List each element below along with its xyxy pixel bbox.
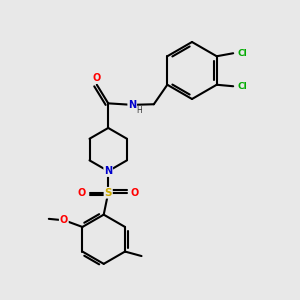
- Text: O: O: [77, 188, 86, 198]
- Text: O: O: [93, 73, 101, 83]
- Text: Cl: Cl: [237, 49, 247, 58]
- Text: O: O: [131, 188, 139, 198]
- Text: N: N: [104, 166, 112, 176]
- Text: Cl: Cl: [237, 82, 247, 91]
- Text: N: N: [128, 100, 136, 110]
- Text: H: H: [136, 106, 142, 115]
- Text: O: O: [60, 215, 68, 225]
- Text: S: S: [104, 188, 112, 198]
